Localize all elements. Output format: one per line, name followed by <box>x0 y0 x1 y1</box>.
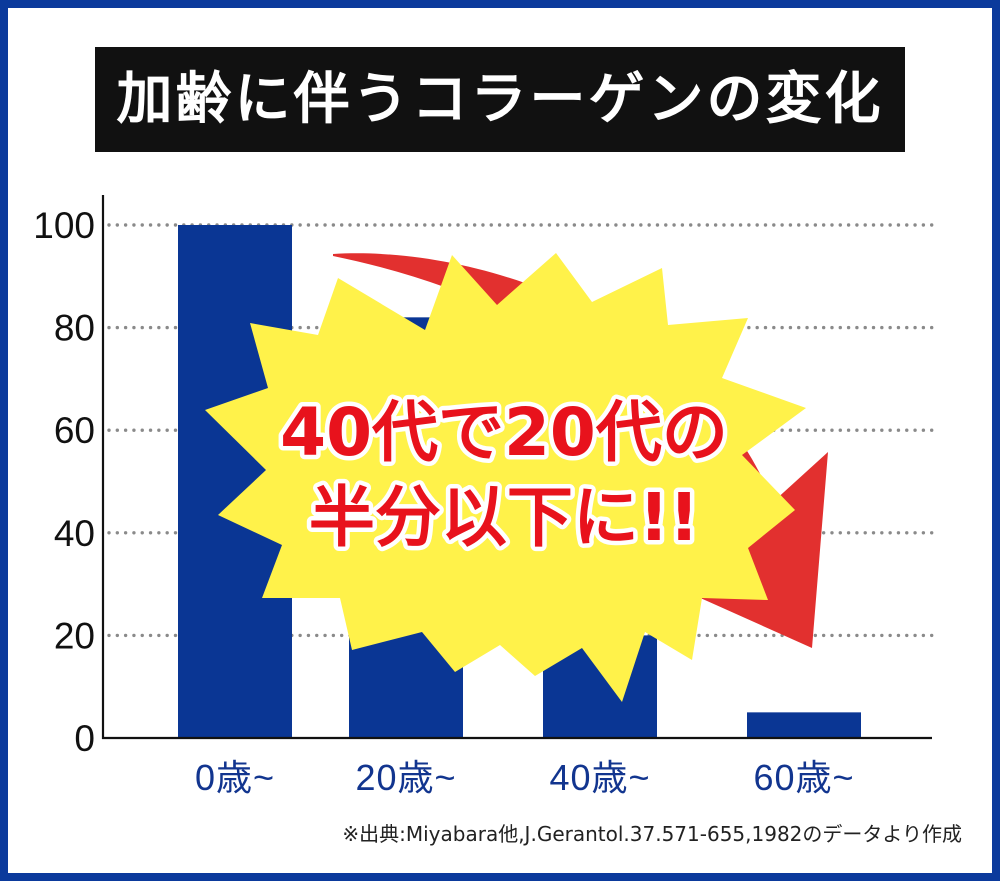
callout-line-1: 40代で20代の <box>280 394 728 471</box>
x-tick-labels: 0歳~ 20歳~ 40歳~ 60歳~ <box>195 757 854 798</box>
x-tick-label-age-20: 20歳~ <box>355 757 456 798</box>
x-tick-label-age-40: 40歳~ <box>549 757 650 798</box>
y-tick-label-40: 40 <box>54 513 95 554</box>
x-tick-label-age-0: 0歳~ <box>195 757 275 798</box>
title-banner: 加齢に伴うコラーゲンの変化 <box>95 47 905 152</box>
callout: 40代で20代の 半分以下に!! <box>276 390 733 561</box>
y-tick-labels: 0 20 40 60 80 100 <box>33 205 95 759</box>
bar-age-60 <box>747 712 861 738</box>
callout-line-2: 半分以下に!! <box>309 479 699 556</box>
source-citation: ※出典:Miyabara他,J.Gerantol.37.571-655,1982… <box>342 822 962 846</box>
y-tick-label-100: 100 <box>33 205 95 246</box>
chart-title: 加齢に伴うコラーゲンの変化 <box>116 66 884 132</box>
y-tick-label-60: 60 <box>54 410 95 451</box>
y-tick-label-0: 0 <box>74 718 95 759</box>
y-tick-label-80: 80 <box>54 308 95 349</box>
y-tick-label-20: 20 <box>54 615 95 656</box>
starburst <box>205 253 806 702</box>
x-tick-label-age-60: 60歳~ <box>753 757 854 798</box>
